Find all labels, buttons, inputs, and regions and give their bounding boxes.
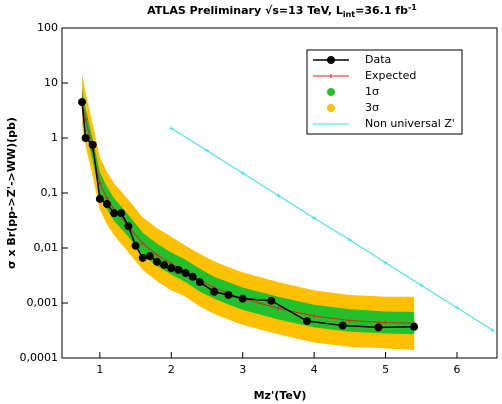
title-sub: int [343,10,355,19]
legend-swatch [327,56,335,64]
title-rest: =36.1 fb [355,4,408,17]
data-point [224,290,233,299]
line-marker [347,237,352,242]
title-main: ATLAS Preliminary √s=13 TeV, L [147,4,343,17]
band [82,73,415,350]
legend-swatch [327,104,335,112]
legend-label: Non universal Z' [365,117,455,130]
x-tick-label: 2 [168,363,175,376]
data-point [188,272,197,281]
data-point [78,98,86,107]
y-tick-label: 0,1 [41,186,59,199]
data-point [138,253,147,262]
legend-label: Data [365,53,391,66]
y-tick-label: 100 [37,21,58,34]
x-tick-label: 4 [311,363,318,376]
x-tick-label: 6 [454,363,461,376]
data-point [160,261,169,270]
data-point [88,140,97,149]
data-point [153,257,161,266]
x-axis-label: Mz'(TeV) [254,389,307,402]
data-point [81,134,90,142]
line-marker [312,216,317,221]
data-point [210,287,219,296]
data-point [181,269,190,278]
data-point [410,322,419,331]
data-point [238,294,247,303]
legend-swatch [327,88,335,96]
line-marker [490,328,495,333]
chart-title: ATLAS Preliminary √s=13 TeV, Lint=36.1 f… [147,3,417,19]
y-axis-label: σ x Br(pp->Z'->WW)(pb) [5,117,18,269]
legend-swatch [329,74,333,78]
line-marker [347,318,352,323]
plot-area [78,73,495,350]
legend-label: 1σ [365,85,379,98]
legend-label: 3σ [365,101,379,114]
legend-label: Expected [365,69,416,82]
x-tick-label: 3 [239,363,246,376]
line-marker [105,196,109,201]
line-marker [240,171,245,176]
data-point [167,264,176,273]
y-tick-label: 10 [44,76,58,89]
data-point [95,194,104,203]
line-marker [419,283,424,288]
data-point [195,278,204,287]
title-sup: -1 [408,3,417,12]
data-point [303,317,311,326]
line-marker [312,314,317,319]
data-point [110,209,119,218]
line-marker [276,193,281,198]
line-marker [169,126,174,131]
line-marker [140,241,145,246]
line-marker [383,320,388,325]
line-marker [155,252,159,257]
line [171,127,493,331]
y-tick-label: 0,0001 [20,351,59,364]
data-point [103,200,111,209]
data-point [124,222,133,231]
line-marker [455,305,459,310]
y-tick-label: 0,001 [27,296,59,309]
line-marker [383,260,388,265]
data-point [145,252,154,261]
data-point [267,296,276,305]
data-point [338,321,347,330]
line-marker [205,148,209,153]
y-tick-label: 1 [51,131,58,144]
data-point [131,241,140,250]
data-point [174,265,183,274]
data-point [374,323,383,332]
data-point [117,209,126,218]
line-marker [276,306,281,311]
y-tick-label: 0,01 [34,241,59,254]
x-tick-label: 1 [96,363,103,376]
x-tick-label: 5 [382,363,389,376]
